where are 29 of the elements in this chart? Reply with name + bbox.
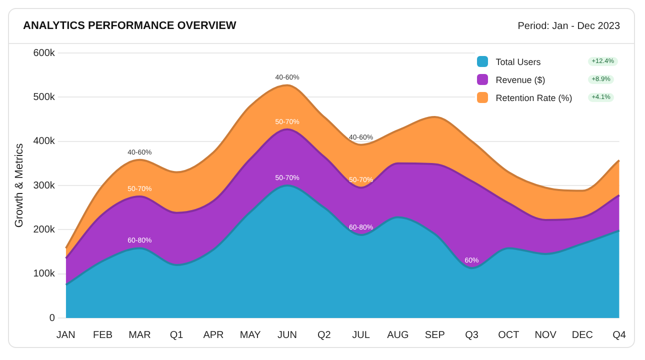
x-tick-label: Q1 — [170, 330, 184, 341]
y-tick-label: 500k — [33, 92, 56, 103]
x-tick-label: MAY — [240, 330, 262, 341]
x-tick-label: SEP — [424, 330, 446, 341]
legend-label: Revenue ($) — [496, 74, 546, 84]
chart-title: ANALYTICS PERFORMANCE OVERVIEW — [23, 20, 236, 32]
y-tick-label: 400k — [33, 136, 56, 148]
y-tick-label: 600k — [33, 48, 56, 59]
y-axis-title: Growth & Metrics — [14, 142, 26, 228]
x-tick-label: JUN — [278, 330, 297, 341]
x-tick-label: NOV — [534, 330, 557, 341]
y-tick-label: 0 — [49, 312, 56, 324]
x-tick-label: APR — [203, 330, 224, 341]
y-tick-label: 200k — [33, 224, 56, 236]
y-tick-label: 100k — [33, 268, 56, 280]
x-tick-label: OCT — [498, 330, 520, 341]
legend-label: Retention Rate (%) — [496, 92, 574, 102]
x-tick-label: MAR — [128, 330, 151, 341]
x-tick-label: AUG — [387, 330, 410, 341]
chart-subtitle: Period: Jan - Dec 2023 — [518, 20, 620, 32]
legend-label: Total Users — [496, 56, 542, 66]
x-tick-label: JUL — [352, 330, 370, 341]
y-tick-label: 300k — [33, 180, 56, 192]
x-tick-label: FEB — [93, 330, 113, 341]
x-tick-label: Q2 — [317, 330, 332, 341]
x-tick-label: Q4 — [612, 330, 626, 341]
x-tick-label: Q3 — [465, 330, 479, 341]
x-tick-label: DEC — [572, 330, 593, 341]
x-tick-label: JAN — [56, 330, 76, 341]
